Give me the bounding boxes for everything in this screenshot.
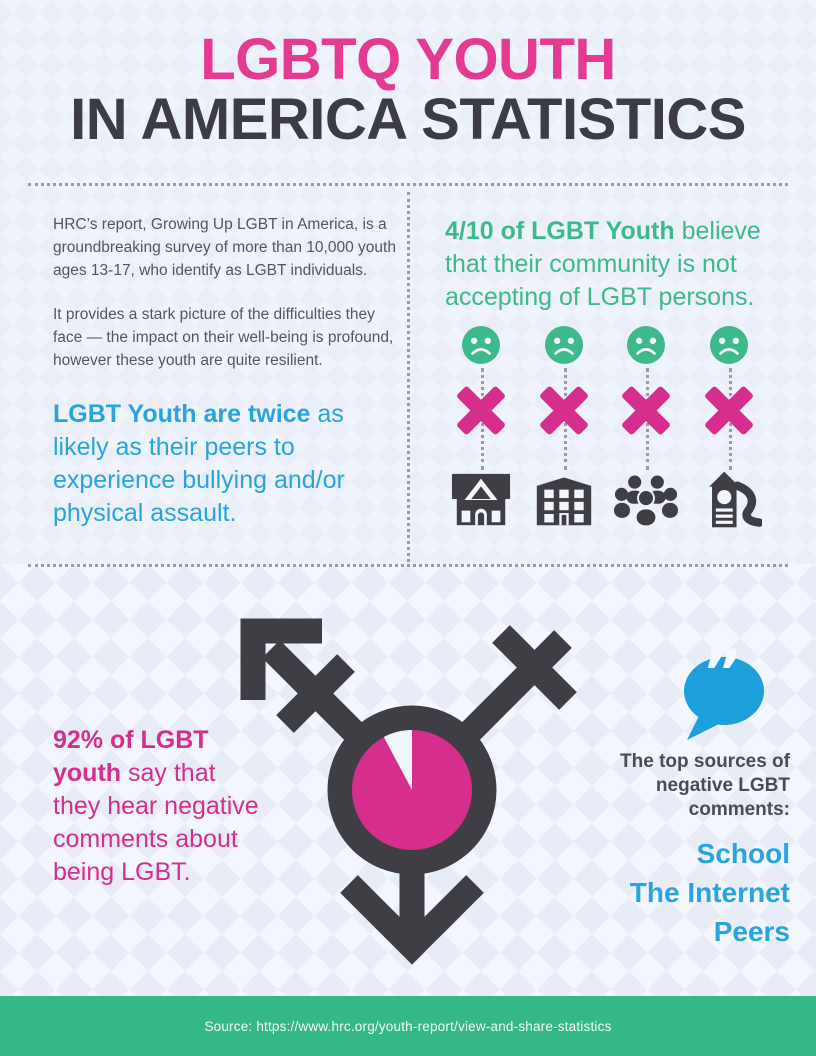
dotted-divider-top (28, 183, 788, 186)
community-statement: 4/10 of LGBT Youth believe that their co… (445, 215, 785, 314)
page-title: LGBTQ YOUTH IN AMERICA STATISTICS (0, 30, 816, 150)
negative-comments-rest: say that they hear negative comments abo… (53, 759, 259, 886)
negative-comments-lead: 92% of LGBT youth (53, 726, 209, 787)
community-column-playground (692, 326, 766, 528)
sad-face-icon (462, 326, 500, 364)
source-item-peers: Peers (713, 916, 790, 947)
quote-marks: ” (702, 636, 743, 709)
source-item-internet: The Internet (629, 877, 790, 908)
x-mark-icon (538, 384, 589, 436)
footer-bar: Source: https://www.hrc.org/youth-report… (0, 996, 816, 1056)
house-icon (451, 473, 511, 526)
dotted-divider-middle (28, 564, 788, 567)
community-column-school (527, 326, 601, 528)
sad-face-icon (709, 326, 748, 364)
source-item-school: School (696, 838, 790, 869)
transgender-symbol (225, 600, 605, 970)
community-statement-rest: believe that their community is not acce… (445, 217, 761, 311)
x-mark-icon (455, 384, 507, 436)
community-column-house (444, 326, 518, 528)
source-url-text: Source: https://www.hrc.org/youth-report… (204, 1018, 612, 1034)
community-statement-lead: 4/10 of LGBT Youth (445, 217, 675, 245)
playground-icon (709, 471, 762, 528)
page-title-line2: IN AMERICA STATISTICS (70, 87, 746, 152)
bullying-statement-rest: as likely as their peers to experience b… (53, 400, 345, 527)
top-section: LGBTQ YOUTH IN AMERICA STATISTICS HRC’s … (0, 0, 816, 564)
people-group-icon (614, 475, 679, 528)
negative-comments-statement: 92% of LGBT youth say that they hear neg… (53, 724, 263, 889)
intro-text: HRC’s report, Growing Up LGBT in America… (53, 214, 398, 395)
intro-paragraph-2: It provides a stark picture of the diffi… (53, 306, 394, 369)
page-title-line1: LGBTQ YOUTH (200, 27, 616, 92)
x-mark-icon (703, 384, 755, 436)
speech-bubble-quote-icon: ” (681, 642, 765, 746)
bullying-statement-lead: LGBT Youth are twice (53, 400, 311, 428)
bullying-statement: LGBT Youth are twice as likely as their … (53, 398, 403, 530)
community-icon-grid (444, 326, 766, 528)
pie-8-percent-gap (383, 729, 412, 790)
bottom-section: 92% of LGBT youth say that they hear neg… (0, 564, 816, 996)
intro-paragraph-1: HRC’s report, Growing Up LGBT in America… (53, 216, 396, 279)
sources-list: School The Internet Peers (520, 834, 790, 951)
sad-face-icon (627, 326, 666, 364)
school-building-icon (536, 477, 591, 526)
x-mark-icon (621, 384, 672, 436)
dotted-divider-vertical (407, 192, 410, 562)
community-column-people (609, 326, 683, 528)
sources-heading: The top sources of negative LGBT comment… (620, 751, 790, 820)
sad-face-icon (544, 326, 583, 364)
